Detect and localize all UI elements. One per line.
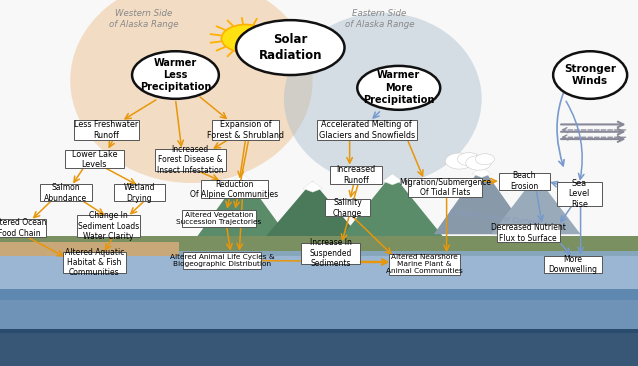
FancyBboxPatch shape (544, 256, 602, 273)
FancyBboxPatch shape (325, 199, 370, 216)
Polygon shape (233, 174, 252, 185)
FancyBboxPatch shape (408, 178, 482, 197)
Text: Lower Lake
Levels: Lower Lake Levels (71, 149, 117, 169)
Polygon shape (383, 174, 402, 185)
FancyBboxPatch shape (212, 120, 279, 140)
Ellipse shape (553, 51, 627, 99)
Text: Altered Vegetation
Succession Trajectories: Altered Vegetation Succession Trajectori… (176, 212, 262, 225)
FancyBboxPatch shape (317, 120, 417, 140)
Bar (0, 242, 179, 256)
Circle shape (466, 156, 491, 170)
FancyBboxPatch shape (330, 166, 382, 184)
FancyBboxPatch shape (114, 184, 165, 201)
FancyBboxPatch shape (154, 149, 226, 171)
FancyBboxPatch shape (0, 219, 46, 237)
FancyBboxPatch shape (497, 224, 560, 242)
FancyBboxPatch shape (182, 210, 256, 227)
Bar (0, 329, 638, 366)
FancyBboxPatch shape (63, 252, 126, 273)
Text: Decreased Nutrient
Flux to Surface: Decreased Nutrient Flux to Surface (491, 223, 566, 243)
Text: Increased
Forest Disease &
Insect Infestation: Increased Forest Disease & Insect Infest… (157, 145, 223, 175)
Text: Altered Animal Life Cycles &
Biogeographic Distribution: Altered Animal Life Cycles & Biogeograph… (170, 254, 274, 267)
Text: More
Downwelling: More Downwelling (549, 254, 597, 274)
Polygon shape (188, 174, 297, 249)
FancyBboxPatch shape (40, 184, 92, 201)
Ellipse shape (236, 20, 345, 75)
Text: Stronger Coastal Current: Stronger Coastal Current (449, 209, 540, 226)
Text: Increase In
Suspended
Sediments: Increase In Suspended Sediments (309, 238, 352, 268)
Bar (0, 236, 638, 256)
Bar (0, 0, 638, 256)
FancyBboxPatch shape (77, 215, 140, 237)
FancyBboxPatch shape (200, 180, 267, 198)
Bar (0, 289, 638, 333)
Text: Salinity
Change: Salinity Change (333, 198, 362, 218)
Bar (0, 251, 638, 300)
Ellipse shape (70, 0, 313, 183)
Text: Reduction
Of Alpine Communities: Reduction Of Alpine Communities (190, 179, 278, 199)
Text: Wetland
Drying: Wetland Drying (123, 183, 155, 203)
Text: Migration/Submergence
Of Tidal Flats: Migration/Submergence Of Tidal Flats (399, 178, 491, 197)
Polygon shape (472, 167, 491, 178)
Text: Altered Aquatic
Habitat & Fish
Communities: Altered Aquatic Habitat & Fish Communiti… (64, 247, 124, 277)
Polygon shape (491, 176, 581, 234)
Text: Eastern Side
of Alaska Range: Eastern Side of Alaska Range (345, 9, 414, 29)
Circle shape (457, 153, 480, 166)
FancyBboxPatch shape (302, 243, 359, 264)
Text: Altered Nearshore
Marine Plant &
Animal Communities: Altered Nearshore Marine Plant & Animal … (386, 254, 463, 274)
Text: Change In
Sediment Loads
Water Clarity: Change In Sediment Loads Water Clarity (78, 211, 139, 241)
Text: Warmer
Less
Precipitation: Warmer Less Precipitation (140, 57, 211, 93)
Text: Increased
Runoff: Increased Runoff (336, 165, 376, 185)
Circle shape (221, 25, 270, 52)
Ellipse shape (357, 66, 440, 110)
FancyBboxPatch shape (74, 120, 140, 140)
Text: Expansion of
Forest & Shrubland: Expansion of Forest & Shrubland (207, 120, 284, 140)
Ellipse shape (132, 51, 219, 99)
Text: Less Freshwater
Runoff: Less Freshwater Runoff (75, 120, 138, 140)
Polygon shape (255, 181, 370, 249)
Text: Warmer
More
Precipitation: Warmer More Precipitation (363, 70, 434, 105)
FancyBboxPatch shape (389, 254, 459, 275)
Polygon shape (332, 174, 453, 249)
Text: Solar
Radiation: Solar Radiation (258, 33, 322, 62)
FancyBboxPatch shape (64, 150, 124, 168)
Text: Accelerated Melting of
Glaciers and Snowfields: Accelerated Melting of Glaciers and Snow… (319, 120, 415, 140)
Polygon shape (434, 167, 530, 234)
Text: Beach
Erosion: Beach Erosion (510, 171, 538, 191)
Circle shape (475, 154, 494, 165)
FancyBboxPatch shape (556, 183, 602, 206)
Text: Sea
Level
Rise: Sea Level Rise (568, 179, 590, 209)
Circle shape (445, 153, 473, 169)
Text: Stronger
Winds: Stronger Winds (564, 64, 616, 86)
Text: Western Side
of Alaska Range: Western Side of Alaska Range (109, 9, 178, 29)
Text: Altered Ocean
Food Chain: Altered Ocean Food Chain (0, 218, 47, 238)
Text: Salmon
Abundance: Salmon Abundance (44, 183, 87, 203)
Polygon shape (303, 181, 322, 192)
FancyBboxPatch shape (499, 173, 550, 190)
Ellipse shape (284, 13, 482, 185)
FancyBboxPatch shape (182, 252, 261, 269)
